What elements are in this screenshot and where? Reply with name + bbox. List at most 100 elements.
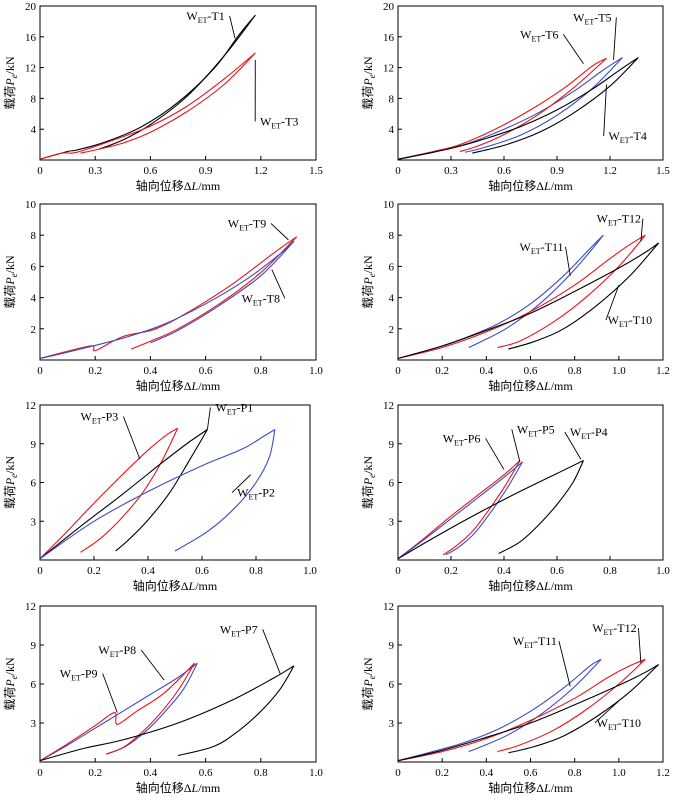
- y-tick-label: 12: [25, 400, 36, 412]
- curve-label-wet-p9: WET-P9: [60, 667, 98, 683]
- series-wet-p4-unloading: [498, 460, 584, 554]
- y-tick-label: 16: [383, 32, 395, 44]
- x-tick-label: 0.2: [435, 767, 449, 779]
- y-tick-label: 6: [389, 261, 395, 273]
- x-tick-label: 1.2: [656, 767, 670, 779]
- curve-label-wet-t1: WET-T1: [186, 9, 224, 25]
- y-tick-label: 6: [31, 261, 37, 273]
- y-tick-label: 2: [31, 324, 37, 336]
- series-wet-p3-loading: [40, 427, 178, 560]
- y-tick-label: 4: [389, 124, 395, 136]
- leader-line: [140, 649, 165, 681]
- panel-e: 0 0.2 0.4 0.6 0.8 1.0 3 6 9 12 轴向位移ΔL/mm 载荷Pe/kN WET…: [3, 400, 317, 593]
- panel-d: 0 0.2 0.4 0.6 0.8 1.0 1.2 2 4 6 8 10 轴向位移ΔL/mm 载荷Pe/k…: [361, 199, 670, 393]
- leader-line: [102, 673, 118, 713]
- series-wet-p7-loading: [40, 665, 295, 762]
- panel-a: 0 0.3 0.6 0.9 1.2 1.5 4 8 12 16 20 轴向位移ΔL/mm 载荷Pe/kN…: [3, 1, 323, 193]
- y-tick-label: 8: [389, 230, 395, 242]
- x-axis-label: 轴向位移ΔL/mm: [136, 178, 221, 193]
- y-axis-label: 载荷Pe/kN: [3, 56, 19, 110]
- curve-label-wet-p4: WET-P4: [570, 425, 608, 441]
- y-axis-label: 载荷Pe/kN: [361, 657, 377, 711]
- series-wet-p2-unloading: [174, 429, 276, 552]
- y-tick-label: 3: [31, 718, 37, 730]
- y-tick-label: 12: [383, 63, 394, 75]
- x-axis-label: 轴向位移ΔL/mm: [488, 780, 573, 795]
- x-axis-label: 轴向位移ΔL/mm: [488, 378, 573, 393]
- x-tick-label: 0.2: [435, 365, 449, 377]
- axes-frame: [39, 203, 317, 361]
- x-tick-label: 0: [37, 565, 43, 577]
- x-tick-label: 0: [395, 767, 401, 779]
- series-wet-p3-unloading: [80, 428, 179, 553]
- y-tick-label: 12: [25, 601, 36, 613]
- x-tick-label: 0.8: [254, 365, 268, 377]
- series-wet-p5-unloading: [445, 461, 523, 556]
- series-wet-t9-unloading: [130, 236, 298, 350]
- series-wet-p1-unloading: [115, 429, 208, 552]
- curve-label-wet-t11: WET-T11: [513, 634, 557, 650]
- x-tick-label: 0.8: [254, 767, 268, 779]
- curve-label-wet-t3: WET-T3: [260, 114, 298, 130]
- x-tick-label: 0.9: [550, 165, 564, 177]
- leader-line: [122, 416, 141, 460]
- series-wet-t9-loading: [40, 236, 298, 359]
- x-tick-label: 0.9: [199, 165, 213, 177]
- x-tick-label: 1.2: [254, 165, 268, 177]
- curve-label-wet-t5: WET-T5: [573, 10, 611, 26]
- x-tick-label: 0.8: [249, 565, 263, 577]
- leader-line: [594, 700, 620, 724]
- x-tick-label: 0.6: [199, 767, 213, 779]
- series-wet-p9-loading: [40, 662, 195, 762]
- leader-line: [231, 474, 251, 494]
- y-axis-label: 载荷Pe/kN: [361, 455, 377, 509]
- leader-line: [229, 15, 236, 39]
- curve-label-wet-t4: WET-T4: [608, 129, 646, 145]
- y-axis-label: 载荷Pe/kN: [3, 657, 19, 711]
- y-tick-label: 8: [31, 230, 37, 242]
- series-wet-t12-loading: [398, 658, 646, 762]
- series-wet-t1-loading: [40, 14, 256, 160]
- curve-label-wet-t6: WET-T6: [520, 27, 558, 43]
- leader-line: [562, 34, 584, 65]
- x-axis-label: 轴向位移ΔL/mm: [136, 780, 221, 795]
- panel-f: 0 0.2 0.4 0.6 0.8 1.0 3 6 9 12 轴向位移ΔL/mm 载荷Pe/kN WET…: [361, 400, 670, 593]
- series-wet-p5-loading: [398, 461, 523, 560]
- x-tick-label: 0.2: [87, 565, 101, 577]
- curve-label-wet-t10: WET-T10: [608, 313, 652, 329]
- x-tick-label: 0.4: [144, 365, 158, 377]
- x-axis-label: 轴向位移ΔL/mm: [488, 578, 573, 593]
- y-tick-label: 12: [383, 601, 394, 613]
- series-wet-t4-loading: [398, 57, 639, 160]
- y-tick-label: 10: [383, 199, 395, 211]
- series-wet-t4-unloading: [472, 57, 639, 154]
- leader-line: [271, 269, 286, 299]
- x-tick-label: 0: [395, 565, 401, 577]
- x-tick-label: 0.8: [568, 365, 582, 377]
- series-wet-t8-loading: [40, 240, 295, 359]
- axes-frame: [39, 404, 311, 561]
- series-wet-p2-loading: [40, 429, 276, 560]
- x-tick-label: 0.8: [568, 767, 582, 779]
- y-tick-label: 6: [389, 478, 395, 490]
- panel-g: 0 0.2 0.4 0.6 0.8 1.0 3 6 9 12 轴向位移ΔL/mm 载荷Pe/kN WET…: [3, 601, 323, 795]
- leader-line: [565, 246, 571, 276]
- curve-label-wet-p5: WET-P5: [517, 422, 555, 438]
- x-tick-label: 1.0: [612, 365, 626, 377]
- y-tick-label: 3: [389, 718, 395, 730]
- series-wet-t11-loading: [398, 234, 604, 359]
- y-tick-label: 16: [25, 32, 37, 44]
- x-tick-label: 1.0: [309, 365, 323, 377]
- x-tick-label: 0.4: [141, 565, 155, 577]
- curve-label-wet-t9: WET-T9: [228, 216, 266, 232]
- x-tick-label: 0: [395, 165, 401, 177]
- leader-line: [262, 629, 281, 674]
- x-tick-label: 1.0: [656, 565, 670, 577]
- series-wet-t12-unloading: [497, 658, 646, 753]
- series-wet-p9-unloading: [105, 662, 196, 755]
- x-tick-label: 0: [395, 365, 401, 377]
- curve-label-wet-p2: WET-P2: [237, 486, 275, 502]
- x-tick-label: 0.6: [497, 165, 511, 177]
- series-wet-t10-unloading: [508, 664, 659, 754]
